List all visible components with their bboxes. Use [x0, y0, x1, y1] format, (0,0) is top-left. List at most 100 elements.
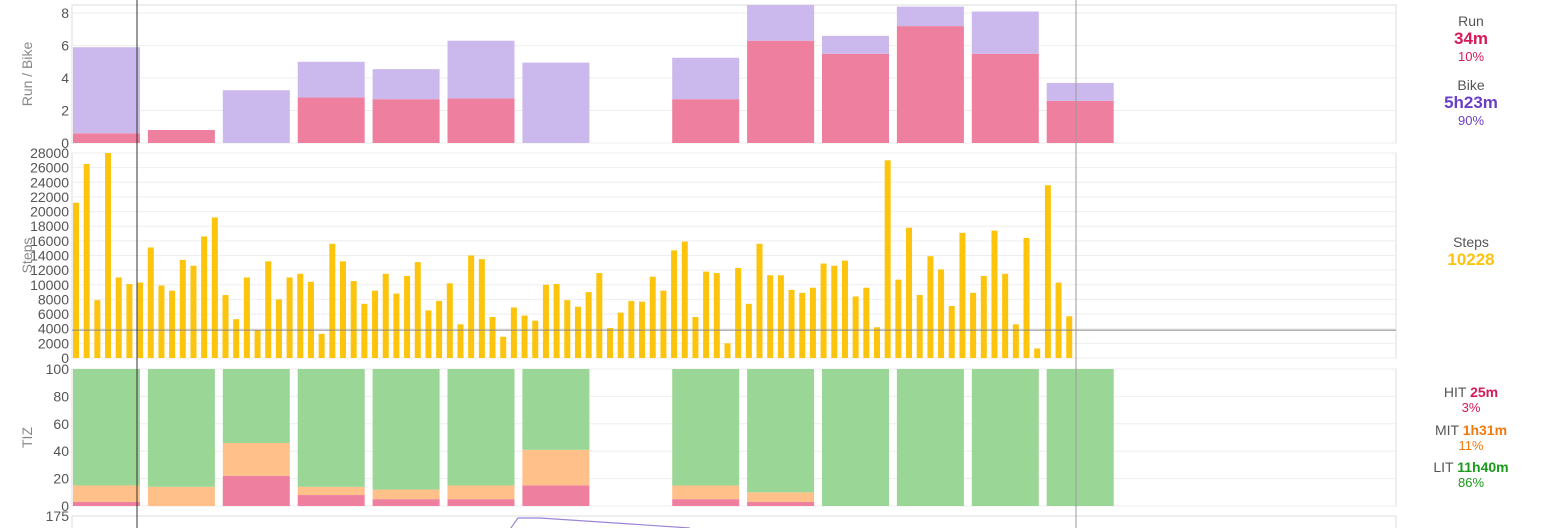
steps-bar	[404, 276, 411, 358]
steps-bar	[542, 284, 549, 358]
tiz-bar-lit	[522, 369, 590, 450]
lit-pct: 86%	[1457, 475, 1485, 490]
tiz-bar-mit	[672, 485, 740, 500]
steps-bar	[841, 260, 848, 358]
steps-bar	[201, 236, 208, 358]
steps-bar	[307, 281, 314, 358]
run-bike-bar-bike	[1046, 82, 1114, 101]
steps-tick-label: 24000	[30, 174, 69, 190]
steps-bar	[179, 259, 186, 358]
steps-tick-label: 26000	[30, 160, 69, 176]
tiz-bar-mit	[73, 485, 140, 502]
steps-bar	[831, 265, 838, 358]
steps-bar	[318, 333, 325, 358]
steps-bar	[414, 262, 421, 358]
steps-bar	[521, 315, 528, 358]
steps-bar	[190, 265, 197, 358]
steps-tick-label: 18000	[30, 218, 69, 234]
steps-bar	[222, 295, 229, 358]
tiz-bar-lit	[447, 369, 515, 486]
mit-pct: 11%	[1458, 438, 1484, 453]
steps-bar	[991, 230, 998, 358]
tiz-bar-lit	[1046, 369, 1114, 506]
steps-bar	[137, 282, 144, 358]
tiz-tick-label: 100	[46, 361, 70, 377]
steps-bar	[927, 256, 934, 358]
steps-tick-label: 0	[61, 350, 69, 366]
tiz-bar-hit	[222, 475, 290, 506]
steps-bar	[126, 284, 133, 358]
steps-bar	[938, 269, 945, 358]
steps-bar	[724, 343, 731, 358]
steps-tick-label: 28000	[30, 145, 69, 161]
run-bike-bar-bike	[447, 40, 515, 99]
steps-bar	[767, 275, 774, 358]
run-pct: 10%	[1457, 49, 1485, 64]
mit-label: MIT	[1434, 422, 1459, 438]
run-bike-tick-label: 4	[61, 70, 69, 86]
steps-bar	[478, 259, 485, 358]
tiz-bar-mit	[222, 442, 290, 476]
run-bike-axis-label: Run / Bike	[19, 41, 35, 106]
steps-bar	[617, 312, 624, 358]
tiz-tick-label: 20	[53, 471, 69, 487]
steps-bar	[809, 287, 816, 358]
steps-bar	[297, 273, 304, 358]
steps-bar	[243, 277, 250, 358]
run-bike-bar-bike	[672, 57, 740, 100]
steps-bar	[660, 290, 667, 358]
tiz-bar-lit	[297, 369, 365, 487]
tiz-bar-lit	[747, 369, 815, 493]
tiz-tick-label: 40	[53, 443, 69, 459]
tiz-bar-lit	[672, 369, 740, 486]
steps-bar	[468, 255, 475, 358]
steps-axis-label: Steps	[19, 238, 35, 274]
steps-tick-label: 22000	[30, 189, 69, 205]
run-bike-bar-run	[73, 133, 140, 143]
hit-pct: 3%	[1461, 400, 1481, 415]
tiz-bar-hit	[747, 501, 815, 506]
steps-bar	[884, 160, 891, 358]
hit-label: HIT	[1443, 384, 1467, 400]
run-bike-bar-bike	[971, 11, 1039, 54]
steps-bar	[147, 247, 154, 358]
steps-tick-label: 14000	[30, 248, 69, 264]
tiz-axis-label: TIZ	[19, 427, 35, 448]
steps-bar	[799, 292, 806, 358]
tiz-bar-hit	[672, 499, 740, 506]
steps-tick-label: 16000	[30, 233, 69, 249]
tiz-bar-mit	[372, 489, 440, 500]
steps-bar	[703, 271, 710, 358]
steps-bar	[436, 300, 443, 358]
steps-bar	[777, 275, 784, 358]
run-bike-bar-bike	[896, 6, 964, 27]
steps-tick-label: 2000	[38, 335, 69, 351]
steps-bar	[83, 163, 90, 358]
run-bike-bar-bike	[822, 35, 889, 54]
steps-bar	[959, 232, 966, 358]
steps-bar	[1012, 324, 1019, 358]
steps-tick-label: 12000	[30, 262, 69, 278]
steps-bar	[788, 289, 795, 358]
steps-bar	[906, 227, 913, 358]
run-bike-bar-run	[896, 26, 964, 144]
line-chart-tick-label: 175	[46, 508, 70, 524]
tiz-bar-lit	[372, 369, 440, 490]
steps-bar	[916, 295, 923, 358]
run-bike-bar-run	[747, 40, 815, 143]
steps-bar	[105, 153, 112, 358]
run-bike-bar-run	[372, 99, 440, 143]
steps-bar	[1034, 348, 1041, 358]
steps-bar	[745, 303, 752, 358]
run-bike-bar-run	[297, 97, 365, 143]
tiz-bar-hit	[522, 485, 590, 506]
steps-bar	[596, 273, 603, 358]
run-bike-bar-bike	[747, 5, 815, 41]
run-bike-bar-run	[672, 99, 740, 143]
steps-bar	[863, 287, 870, 358]
steps-tick-label: 6000	[38, 306, 69, 322]
tiz-bar-lit	[971, 369, 1039, 506]
run-bike-bar-run	[447, 98, 515, 143]
steps-bar	[510, 307, 517, 358]
